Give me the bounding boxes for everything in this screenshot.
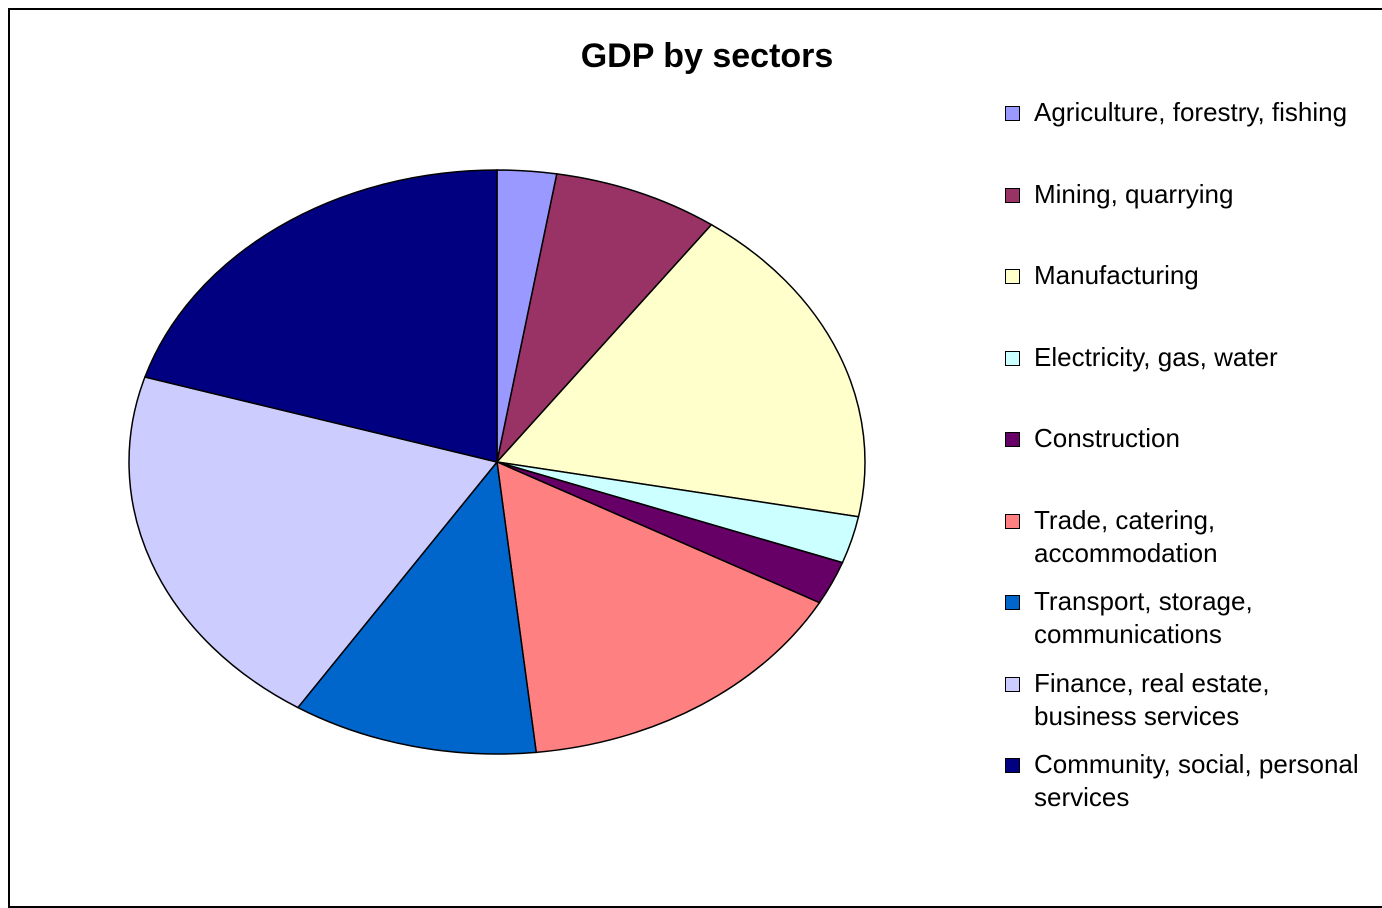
legend-label: Mining, quarrying [1034, 178, 1234, 209]
legend-label: Construction [1034, 423, 1180, 453]
legend-label: Community, social, personal services [1034, 749, 1359, 812]
legend-swatch [1005, 269, 1020, 284]
legend-swatch [1005, 595, 1020, 610]
legend-swatch [1005, 350, 1020, 366]
page: GDP by sectors Agriculture, forestry, fi… [8, 8, 1382, 908]
legend-swatch [1005, 513, 1020, 529]
chart: GDP by sectors [128, 37, 866, 755]
legend-label: Transport, storage, communications [1034, 586, 1253, 649]
legend-swatch [1005, 106, 1020, 121]
legend-swatch [1005, 432, 1020, 447]
legend-swatch [1005, 676, 1020, 692]
pie-slice [496, 460, 821, 754]
legend-label: Manufacturing [1034, 260, 1199, 290]
legend-label: Electricity, gas, water [1034, 341, 1278, 372]
legend-label: Agriculture, forestry, fishing [1034, 97, 1348, 127]
legend-label: Trade, catering, accommodation [1034, 504, 1218, 568]
pie-slice [128, 376, 499, 709]
legend-label: Finance, real estate, business services [1034, 667, 1270, 731]
pie-slice [143, 169, 498, 463]
pie-slice [495, 223, 866, 518]
pie-slice [296, 460, 538, 755]
chart-title: GDP by sectors [581, 37, 834, 75]
legend-swatch [1005, 758, 1020, 773]
pie-slice [495, 173, 713, 465]
legend-swatch [1005, 187, 1020, 203]
